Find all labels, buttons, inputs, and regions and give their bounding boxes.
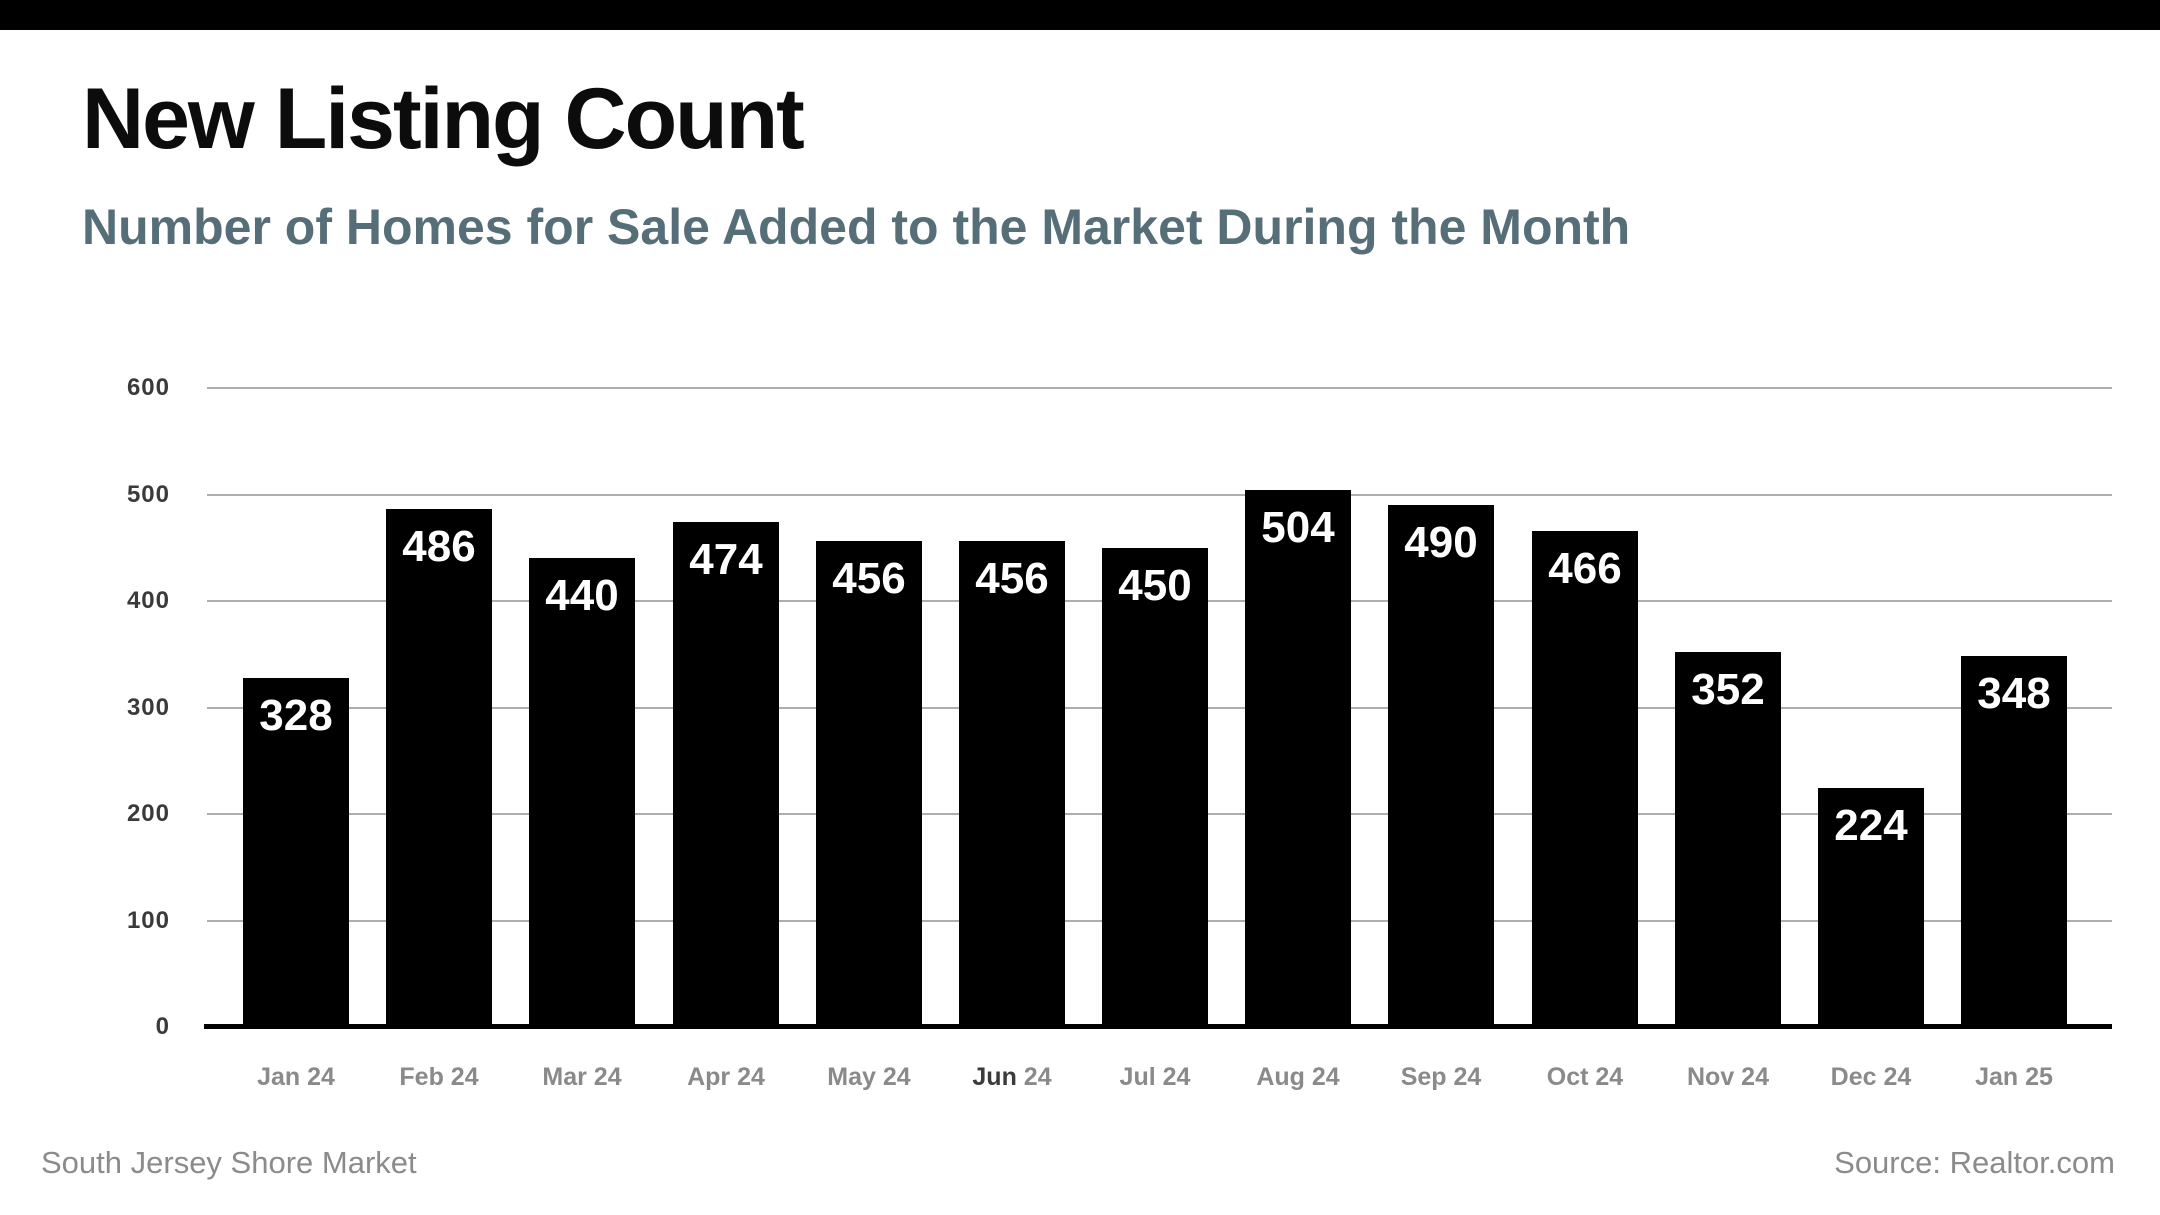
x-axis-label-year: 24 xyxy=(1446,1063,1482,1091)
bar-jul-24: 450 xyxy=(1102,548,1208,1027)
y-axis-tick-label-0: 0 xyxy=(155,1013,170,1040)
x-axis-label-year: 24 xyxy=(443,1063,479,1091)
bar-value-label: 352 xyxy=(1691,665,1765,714)
x-axis-label-month: Jan xyxy=(1975,1063,2019,1091)
bar-value-label: 348 xyxy=(1977,669,2051,718)
x-axis-label-oct-24: Oct 24 xyxy=(1510,1060,1660,1094)
bar-value-label: 466 xyxy=(1548,544,1622,593)
x-axis-label-year: 24 xyxy=(1876,1063,1912,1091)
x-axis-label-nov-24: Nov 24 xyxy=(1653,1060,1803,1094)
bar-feb-24: 486 xyxy=(386,509,492,1027)
x-axis-label-year: 25 xyxy=(2018,1063,2053,1091)
bar-value-label: 504 xyxy=(1261,503,1335,552)
y-axis-tick-label-300: 300 xyxy=(126,694,170,721)
footer-source-label: Source: Realtor.com xyxy=(1834,1145,2115,1180)
x-axis-label-month: Aug xyxy=(1256,1063,1305,1091)
bar-apr-24: 474 xyxy=(673,522,779,1027)
bar-aug-24: 504 xyxy=(1245,490,1351,1027)
bar-oct-24: 466 xyxy=(1532,531,1638,1027)
x-axis-label-month: Jul xyxy=(1119,1063,1156,1091)
gridline-600 xyxy=(207,387,2112,389)
x-axis-label-jan-25: Jan 25 xyxy=(1939,1060,2089,1094)
x-axis-label-year: 24 xyxy=(1304,1063,1340,1091)
x-axis-label-sep-24: Sep 24 xyxy=(1366,1060,1516,1094)
bar-jan-24: 328 xyxy=(243,678,349,1027)
bar-mar-24: 440 xyxy=(529,558,635,1027)
bar-value-label: 224 xyxy=(1834,801,1908,850)
bar-value-label: 456 xyxy=(975,554,1049,603)
x-axis-label-year: 24 xyxy=(1734,1063,1769,1091)
bar-value-label: 486 xyxy=(402,522,476,571)
x-axis-label-dec-24: Dec 24 xyxy=(1796,1060,1946,1094)
x-axis-label-year: 24 xyxy=(875,1063,911,1091)
bar-value-label: 490 xyxy=(1404,518,1478,567)
x-axis-label-may-24: May 24 xyxy=(794,1060,944,1094)
x-axis-label-month: Jan xyxy=(257,1063,301,1091)
x-axis-label-year: 24 xyxy=(586,1063,622,1091)
y-axis-tick-label-100: 100 xyxy=(126,907,170,934)
x-axis-label-month: Jun xyxy=(972,1063,1017,1091)
bar-value-label: 328 xyxy=(259,691,333,740)
x-axis-label-month: Apr xyxy=(687,1063,731,1091)
x-axis-label-year: 24 xyxy=(730,1063,765,1091)
x-axis-label-feb-24: Feb 24 xyxy=(364,1060,514,1094)
x-axis-label-year: 24 xyxy=(1155,1063,1191,1091)
x-axis-label-month: Feb xyxy=(399,1063,444,1091)
page-subtitle: Number of Homes for Sale Added to the Ma… xyxy=(82,199,1631,255)
bar-value-label: 450 xyxy=(1118,561,1192,610)
y-axis-tick-label-500: 500 xyxy=(126,481,170,508)
y-axis-tick-label-400: 400 xyxy=(126,587,170,614)
x-axis-label-month: Dec xyxy=(1830,1063,1877,1091)
bar-value-label: 440 xyxy=(545,571,619,620)
gridline-500 xyxy=(207,494,2112,496)
bar-value-label: 456 xyxy=(832,554,906,603)
bar-jan-25: 348 xyxy=(1961,656,2067,1027)
x-axis-label-jul-24: Jul 24 xyxy=(1080,1060,1230,1094)
bar-nov-24: 352 xyxy=(1675,652,1781,1027)
x-axis-label-mar-24: Mar 24 xyxy=(507,1060,657,1094)
x-axis-label-month: Mar xyxy=(542,1063,587,1091)
y-axis-tick-label-600: 600 xyxy=(126,374,170,401)
x-axis-label-year: 24 xyxy=(300,1063,335,1091)
x-axis-label-month: Sep xyxy=(1400,1063,1447,1091)
x-axis-label-jan-24: Jan 24 xyxy=(221,1060,371,1094)
bar-value-label: 474 xyxy=(689,535,763,584)
y-axis-tick-label-200: 200 xyxy=(126,800,170,827)
bar-may-24: 456 xyxy=(816,541,922,1027)
x-axis-label-month: May xyxy=(827,1063,876,1091)
bar-dec-24: 224 xyxy=(1818,788,1924,1027)
bar-jun-24: 456 xyxy=(959,541,1065,1027)
x-axis-label-year: 24 xyxy=(1016,1063,1052,1091)
x-axis-label-apr-24: Apr 24 xyxy=(651,1060,801,1094)
footer-market-label: South Jersey Shore Market xyxy=(41,1145,417,1180)
x-axis-label-jun-24: Jun 24 xyxy=(937,1060,1087,1094)
x-axis-label-month: Nov xyxy=(1687,1063,1735,1091)
page-title: New Listing Count xyxy=(82,71,805,167)
top-accent-bar xyxy=(0,0,2160,30)
x-axis-label-month: Oct xyxy=(1546,1063,1589,1091)
x-axis-label-aug-24: Aug 24 xyxy=(1223,1060,1373,1094)
x-axis-label-year: 24 xyxy=(1588,1063,1624,1091)
bar-sep-24: 490 xyxy=(1388,505,1494,1027)
